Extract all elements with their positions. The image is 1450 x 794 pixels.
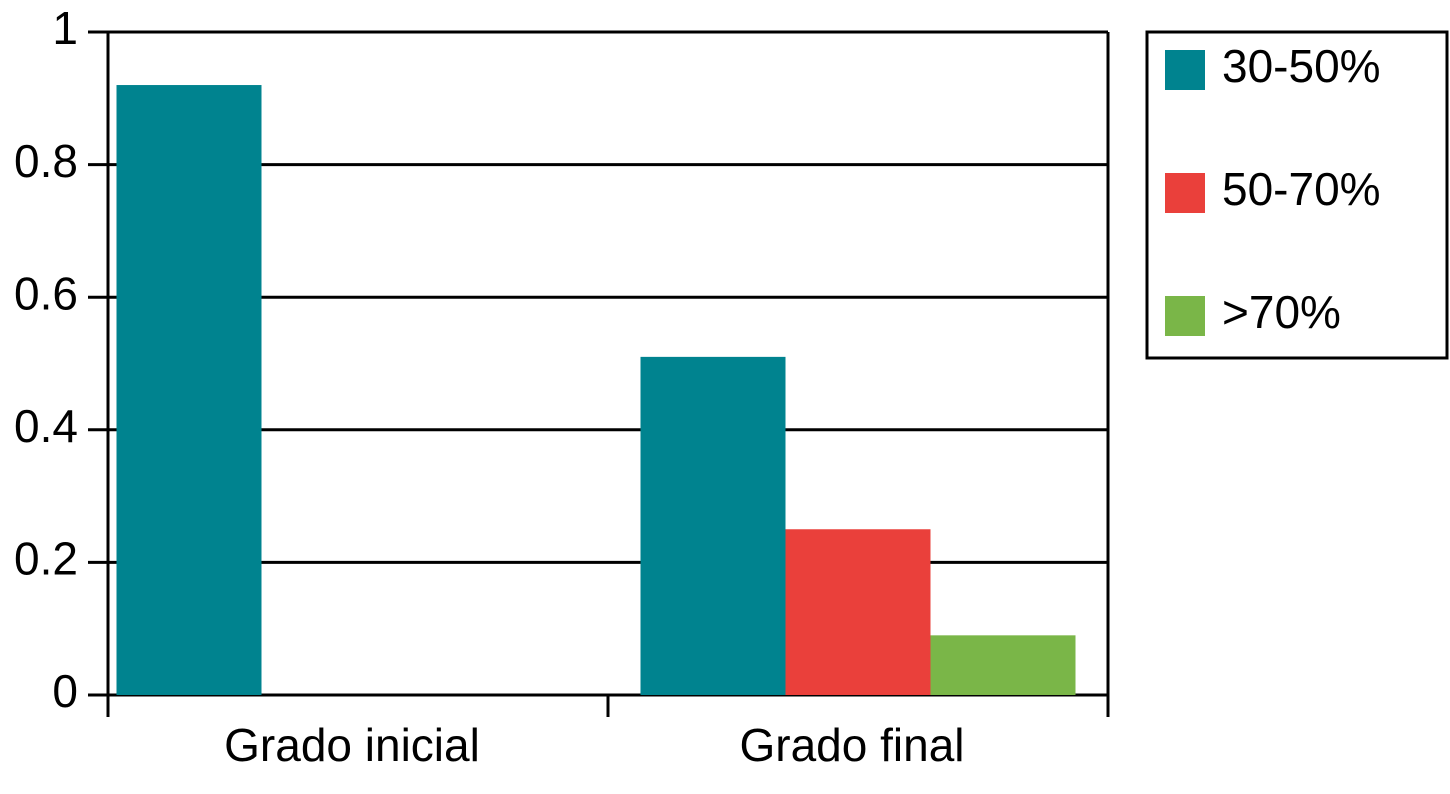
legend-swatch xyxy=(1165,173,1205,213)
x-tick-label: Grado final xyxy=(739,719,964,771)
bar xyxy=(640,356,786,695)
legend-label: >70% xyxy=(1222,286,1341,338)
bar xyxy=(785,529,931,695)
y-tick-label: 0.8 xyxy=(14,135,78,187)
bar xyxy=(116,85,262,696)
x-tick-label: Grado inicial xyxy=(224,719,480,771)
y-tick-label: 0 xyxy=(52,665,78,717)
legend-swatch xyxy=(1165,50,1205,90)
legend-label: 30-50% xyxy=(1222,40,1381,92)
y-tick-label: 0.6 xyxy=(14,267,78,319)
y-tick-label: 0.2 xyxy=(14,533,78,585)
legend-box xyxy=(1145,30,1449,360)
legend-label: 50-70% xyxy=(1222,163,1381,215)
bar xyxy=(930,635,1076,695)
y-tick-label: 1 xyxy=(52,2,78,54)
y-tick-label: 0.4 xyxy=(14,400,78,452)
legend-swatch xyxy=(1165,296,1205,336)
